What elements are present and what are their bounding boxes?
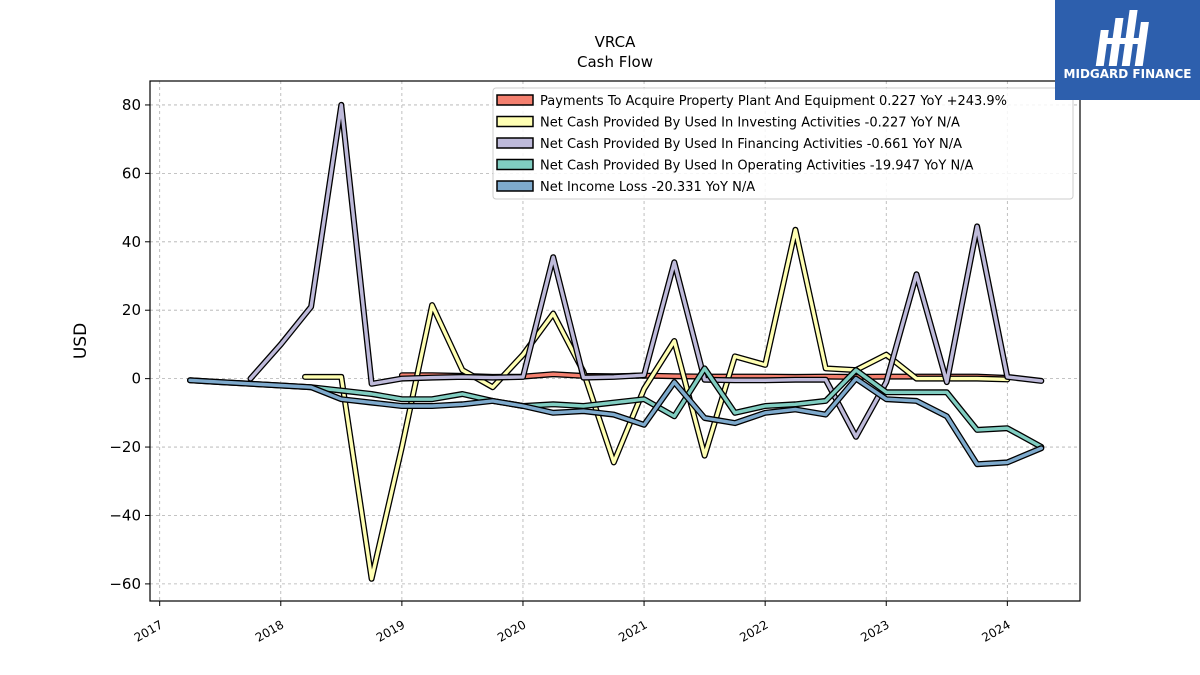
- legend: Payments To Acquire Property Plant And E…: [492, 87, 1074, 200]
- chart-subtitle: Cash Flow: [577, 53, 653, 71]
- y-tick-label: −40: [109, 506, 141, 524]
- y-tick-label: 80: [122, 96, 141, 114]
- series-line-4: [188, 376, 1044, 466]
- series-lines: [187, 101, 1045, 582]
- midgard-finance-logo: MIDGARD FINANCE: [1055, 0, 1200, 100]
- series-outline-3: [187, 365, 1045, 450]
- x-tick-label: 2017: [132, 617, 165, 644]
- legend-label-4: Net Income Loss -20.331 YoY N/A: [540, 180, 755, 195]
- x-tick-label: 2019: [374, 617, 407, 644]
- y-tick-label: −20: [109, 438, 141, 456]
- x-tick-label: 2022: [737, 617, 770, 644]
- y-tick-label: 60: [122, 164, 141, 182]
- y-axis-label: USD: [71, 323, 91, 359]
- legend-label-3: Net Cash Provided By Used In Operating A…: [540, 159, 974, 174]
- x-tick-label: 2018: [253, 617, 286, 644]
- y-tick-label: 20: [122, 301, 141, 319]
- x-tick-label: 2020: [495, 617, 528, 644]
- legend-label-2: Net Cash Provided By Used In Financing A…: [540, 137, 962, 152]
- x-tick-label: 2021: [616, 617, 649, 644]
- y-tick-label: 0: [131, 370, 141, 388]
- legend-swatch-4: [496, 180, 534, 192]
- axis-ticks: 80 60 40 20 0 −20 −40 −60 2017 2018 2019 2020 2021 20…: [109, 96, 1013, 645]
- y-tick-label: −60: [109, 575, 141, 593]
- plot-frame: [149, 80, 1081, 602]
- x-tick-label: 2024: [979, 617, 1012, 644]
- legend-swatch-2: [496, 137, 534, 149]
- legend-label-1: Net Cash Provided By Used In Investing A…: [540, 116, 960, 131]
- legend-swatch-3: [496, 158, 534, 171]
- legend-swatch-0: [496, 94, 534, 106]
- series-line-2: [248, 103, 1044, 439]
- x-tick-label: 2023: [858, 617, 891, 644]
- logo-text: MIDGARD FINANCE: [1063, 67, 1192, 81]
- y-tick-label: 40: [122, 233, 141, 251]
- chart-title: VRCA: [595, 33, 636, 51]
- legend-box: [492, 87, 1074, 200]
- legend-swatch-1: [496, 115, 534, 128]
- logo-mark-icon: [1095, 10, 1149, 66]
- series-line-3: [188, 366, 1044, 449]
- legend-label-0: Payments To Acquire Property Plant And E…: [540, 94, 1007, 109]
